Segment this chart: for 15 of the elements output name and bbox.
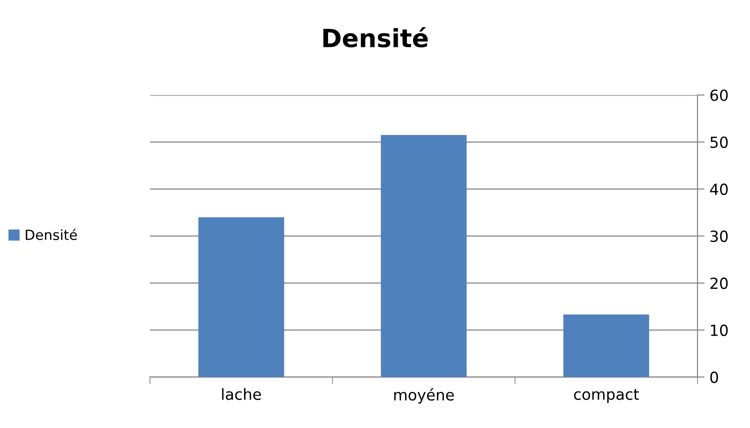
bar — [563, 314, 650, 378]
x-tick-label: moyéne — [394, 388, 454, 404]
y-tick-label: 0 — [710, 372, 718, 384]
y-tick-label: 60 — [710, 89, 728, 102]
y-tick-label: 20 — [710, 278, 728, 290]
bar — [380, 134, 467, 378]
y-tick-label: 10 — [710, 324, 728, 336]
x-tick-label: compact — [574, 389, 639, 403]
x-tick-label: lache — [222, 388, 261, 400]
chart-title: Densité — [323, 27, 428, 48]
y-tick-label: 40 — [710, 184, 728, 196]
y-tick-label: 30 — [710, 230, 728, 242]
y-tick-label: 50 — [710, 136, 728, 148]
legend-label: Densité — [26, 228, 77, 240]
bar — [198, 217, 284, 378]
